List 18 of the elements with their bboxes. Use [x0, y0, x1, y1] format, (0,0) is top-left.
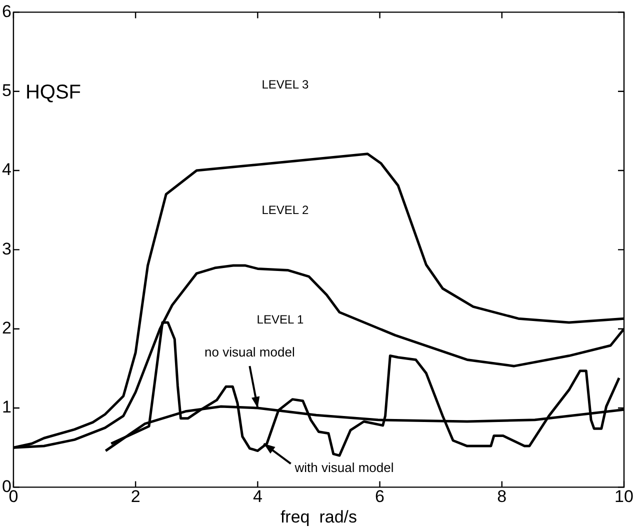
- x-tick-label: 10: [614, 487, 634, 506]
- y-tick-label: 6: [2, 2, 12, 21]
- x-tick-label: 4: [252, 487, 262, 506]
- y-tick-label: 4: [2, 160, 12, 180]
- y-axis-title: HQSF: [25, 81, 82, 104]
- x-tick-label: 2: [130, 487, 140, 506]
- x-tick-label: 8: [497, 487, 507, 506]
- annotation: LEVEL 3: [262, 78, 309, 92]
- x-tick-label: 6: [375, 487, 385, 506]
- y-tick-label: 2: [2, 318, 12, 338]
- x-axis-title: freq rad/s: [280, 507, 357, 526]
- y-tick-label: 3: [2, 239, 12, 258]
- annotation: no visual model: [204, 344, 295, 360]
- y-tick-label: 1: [2, 398, 12, 417]
- annotation: LEVEL 2: [262, 203, 309, 218]
- annotation: LEVEL 1: [256, 312, 304, 326]
- annotation: with visual model: [294, 460, 394, 476]
- y-tick-label: 5: [2, 81, 12, 100]
